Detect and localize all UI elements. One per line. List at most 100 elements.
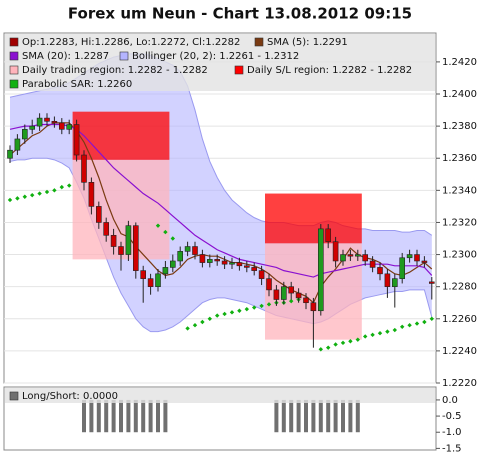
sar-dot (363, 334, 368, 339)
candle-body (125, 225, 132, 255)
bar (133, 399, 138, 433)
legend-swatch (9, 391, 19, 401)
y-tick-label: 1.2240 (442, 346, 477, 357)
y-tick-label: 1.2320 (442, 217, 477, 228)
sar-dot (407, 323, 412, 328)
sar-dot (207, 316, 212, 321)
candle-body (421, 260, 428, 263)
sar-dot (259, 303, 264, 309)
candle-body (177, 251, 183, 262)
bar (96, 399, 101, 433)
bar (111, 399, 116, 433)
y-tick-label: -0.5 (442, 411, 462, 422)
candle-body (273, 289, 280, 300)
sar-dot (377, 331, 383, 336)
bar (119, 399, 123, 433)
candle-body (414, 254, 420, 262)
sar-dot (170, 236, 175, 241)
candle-body (391, 278, 398, 287)
sar-dot (400, 324, 405, 330)
sar-dot (244, 306, 249, 312)
y-tick-label: 1.2260 (442, 314, 477, 325)
sar-dot (222, 311, 227, 317)
legend-label: SMA (20): 1.2287 (22, 51, 109, 62)
sar-dot (266, 302, 272, 307)
sar-dot (252, 305, 257, 310)
y-tick-label: -1.5 (442, 443, 462, 454)
sar-dot (155, 223, 161, 228)
candle-body (170, 260, 176, 268)
legend-label: Parabolic SAR: 1.2260 (22, 79, 132, 90)
legend-label: SMA (5): 1.2291 (267, 37, 348, 48)
sar-dot (15, 196, 20, 201)
bar (355, 399, 360, 433)
sar-dot (289, 298, 294, 304)
candle-body (347, 254, 354, 257)
sar-dot (414, 321, 420, 326)
legend-label: Daily S/L region: 1.2282 - 1.2282 (247, 65, 412, 76)
candle-body (103, 222, 109, 236)
bar (274, 399, 279, 433)
candle-body (81, 154, 87, 183)
y-tick-label: -1.0 (442, 427, 462, 438)
candle-body (221, 260, 228, 265)
bar (296, 399, 301, 433)
region (72, 111, 170, 160)
candle-body (288, 286, 295, 294)
sar-dot (44, 189, 50, 195)
sar-dot (22, 194, 27, 199)
bar (104, 399, 109, 433)
bar (148, 399, 153, 433)
candle-body (251, 267, 257, 271)
candle-body (207, 259, 213, 263)
sar-dot (30, 192, 35, 198)
y-tick-label: 1.2400 (442, 89, 477, 100)
y-tick-label: 1.2340 (442, 185, 477, 196)
sar-dot (229, 310, 235, 315)
candle-body (7, 149, 13, 159)
main-plot: 1.2220 1.2240 1.2260 1.2280 1.2300 1.2320 1.23… (4, 34, 477, 389)
candle-body (147, 278, 154, 287)
sar-dot (392, 327, 397, 333)
bar (341, 399, 345, 433)
sar-dot (348, 339, 353, 344)
bar (348, 399, 353, 433)
candle-body (192, 246, 198, 255)
candle-body (428, 281, 435, 284)
y-tick-label: 1.2420 (442, 57, 477, 68)
candle-body (340, 254, 346, 262)
y-tick-label: 1.2380 (442, 121, 477, 132)
candle-body (155, 273, 161, 287)
sar-dot (318, 347, 323, 352)
candle-body (51, 121, 58, 124)
y-tick-label: 1.2220 (442, 378, 477, 389)
sar-dot (326, 345, 331, 350)
sar-dot (59, 184, 64, 190)
candle-body (88, 182, 95, 207)
candle-body (362, 254, 369, 262)
sar-dot (52, 188, 57, 193)
legend-background (5, 34, 435, 91)
sar-dot (333, 342, 338, 347)
bar (89, 399, 94, 433)
candle-body (399, 257, 406, 279)
legend-label: Long/Short: 0.0000 (22, 391, 118, 402)
candle-body (162, 267, 169, 275)
candle-body (406, 254, 413, 259)
legend-label: Bollinger (20, 2): 1.2261 - 1.2312 (132, 51, 299, 62)
candle-body (258, 270, 265, 279)
candle-body (369, 260, 376, 268)
legend-swatch (9, 79, 19, 89)
bar (156, 399, 160, 433)
candle-body (29, 125, 36, 130)
legend-swatch (9, 65, 19, 75)
bar (126, 399, 131, 433)
candle-body (58, 122, 65, 130)
candle-body (384, 273, 391, 287)
region (265, 193, 362, 244)
sar-dot (429, 316, 434, 321)
bar (141, 399, 146, 433)
candle-body (140, 270, 146, 279)
candle-body (303, 297, 309, 304)
bar (311, 399, 316, 433)
